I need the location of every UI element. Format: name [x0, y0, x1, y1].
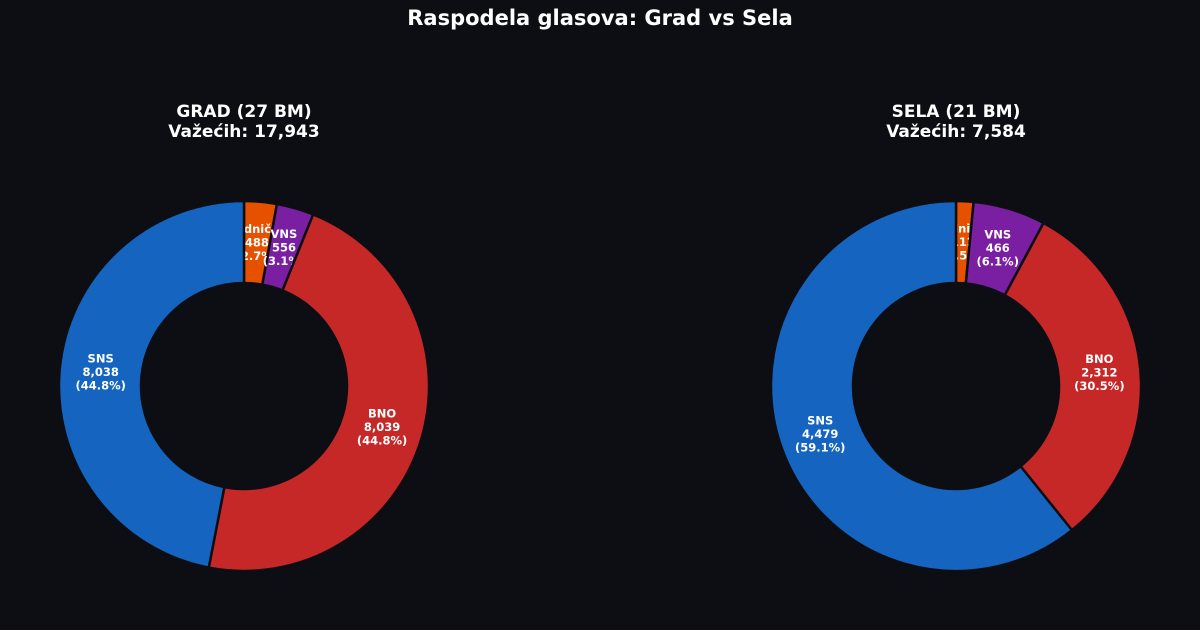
grad-title-line2: Važećih: 17,943 — [168, 122, 320, 142]
grad-title-line1: GRAD (27 BM) — [176, 102, 312, 122]
sela-slice-bno — [1003, 221, 1143, 532]
sela-label-sns: SNS 4,479 (59.1%) — [795, 413, 845, 454]
grad-slice-bno — [207, 213, 431, 573]
sela-label-vns: VNS 466 (6.1%) — [977, 228, 1019, 269]
sela-title-line2: Važećih: 7,584 — [886, 122, 1026, 142]
grad-panel-title: GRAD (27 BM) Važećih: 17,943 — [64, 102, 424, 142]
chart-title: Raspodela glasova: Grad vs Sela — [407, 6, 793, 30]
grad-label-sns: SNS 8,038 (44.8%) — [75, 352, 125, 393]
sela-slice-sns — [769, 199, 1074, 573]
sela-title-line1: SELA (21 BM) — [891, 102, 1021, 122]
sela-panel-title: SELA (21 BM) Važećih: 7,584 — [776, 102, 1136, 142]
grad-slice-sns — [57, 199, 246, 569]
sela-label-bno: BNO 2,312 (30.5%) — [1074, 352, 1124, 393]
grad-label-bno: BNO 8,039 (44.8%) — [357, 406, 407, 447]
